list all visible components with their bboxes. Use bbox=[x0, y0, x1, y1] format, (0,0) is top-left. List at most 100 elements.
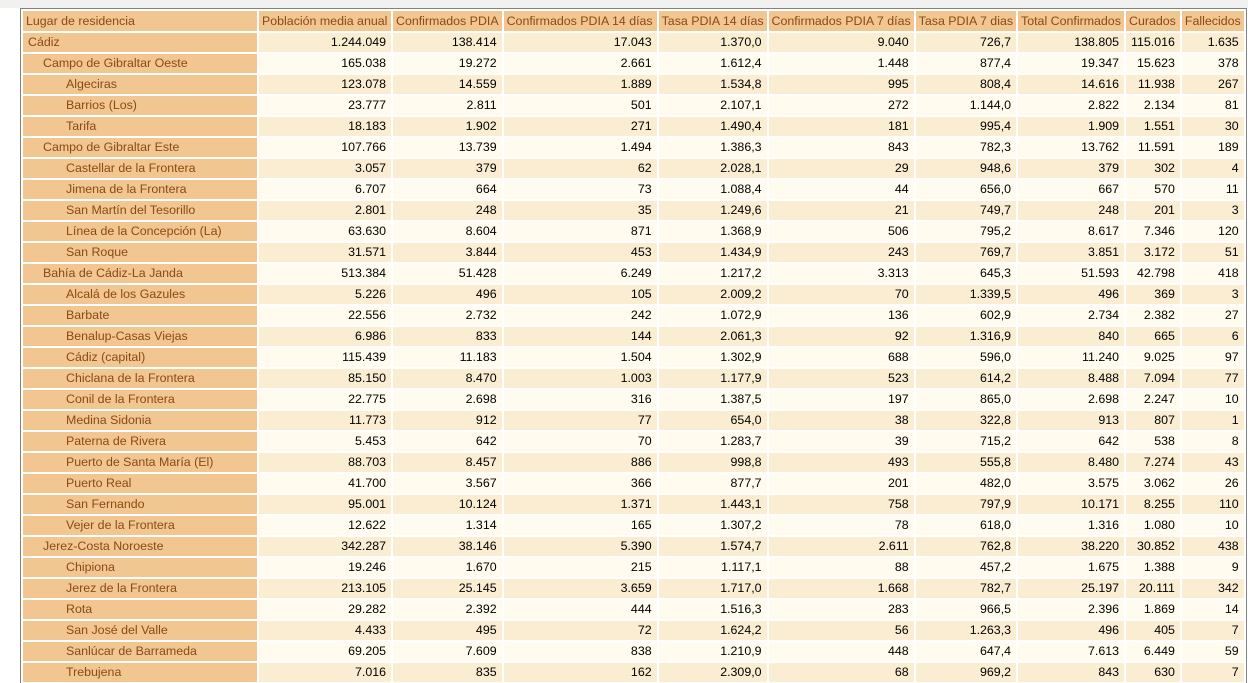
cell-confirmados14: 871 bbox=[503, 222, 657, 241]
table-row: Línea de la Concepción (La) 63.630 8.604 87… bbox=[23, 222, 1244, 241]
table-row: Barrios (Los) 23.777 2.811 501 2.107,1 272 1.1… bbox=[23, 96, 1244, 115]
cell-confirmados: 3.844 bbox=[393, 243, 502, 262]
cell-poblacion: 5.453 bbox=[259, 432, 391, 451]
cell-confirmados7: 181 bbox=[768, 117, 914, 136]
cell-total: 8.480 bbox=[1018, 453, 1125, 472]
cell-total: 8.488 bbox=[1018, 369, 1125, 388]
cell-confirmados7: 2.611 bbox=[768, 537, 914, 556]
column-header-total: Total Confirmados bbox=[1018, 11, 1125, 31]
cell-curados: 302 bbox=[1126, 159, 1180, 178]
cell-tasa14: 1.249,6 bbox=[658, 201, 767, 220]
table-row: Jerez de la Frontera 213.105 25.145 3.659 1.… bbox=[23, 579, 1244, 598]
cell-tasa14: 1.088,4 bbox=[658, 180, 767, 199]
cell-tasa14: 1.434,9 bbox=[658, 243, 767, 262]
cell-confirmados7: 21 bbox=[768, 201, 914, 220]
cell-poblacion: 213.105 bbox=[259, 579, 391, 598]
cell-confirmados14: 6.249 bbox=[503, 264, 657, 283]
cell-total: 19.347 bbox=[1018, 54, 1125, 73]
cell-tasa14: 654,0 bbox=[658, 411, 767, 430]
cell-confirmados14: 838 bbox=[503, 642, 657, 661]
cell-curados: 9.025 bbox=[1126, 348, 1180, 367]
cell-total: 840 bbox=[1018, 327, 1125, 346]
cell-tasa14: 1.370,0 bbox=[658, 33, 767, 52]
cell-confirmados14: 242 bbox=[503, 306, 657, 325]
row-label: San Martín del Tesorillo bbox=[23, 201, 257, 220]
cell-fallecidos: 110 bbox=[1181, 495, 1244, 514]
cell-tasa14: 1.534,8 bbox=[658, 75, 767, 94]
table-row: Bahía de Cádiz-La Janda 513.384 51.428 6.24… bbox=[23, 264, 1244, 283]
cell-tasa14: 1.386,3 bbox=[658, 138, 767, 157]
cell-total: 3.851 bbox=[1018, 243, 1125, 262]
cell-tasa14: 1.307,2 bbox=[658, 516, 767, 535]
cell-confirmados7: 29 bbox=[768, 159, 914, 178]
cell-fallecidos: 27 bbox=[1181, 306, 1244, 325]
cell-tasa14: 2.107,1 bbox=[658, 96, 767, 115]
cell-total: 7.613 bbox=[1018, 642, 1125, 661]
cell-tasa7: 482,0 bbox=[915, 474, 1017, 493]
cell-confirmados14: 215 bbox=[503, 558, 657, 577]
cell-total: 2.396 bbox=[1018, 600, 1125, 619]
cell-total: 138.805 bbox=[1018, 33, 1125, 52]
table-row: Vejer de la Frontera 12.622 1.314 165 1.307,… bbox=[23, 516, 1244, 535]
cell-confirmados: 13.739 bbox=[393, 138, 502, 157]
top-strip bbox=[0, 0, 1248, 8]
cell-poblacion: 31.571 bbox=[259, 243, 391, 262]
cell-confirmados: 8.470 bbox=[393, 369, 502, 388]
cell-confirmados7: 197 bbox=[768, 390, 914, 409]
cell-tasa7: 782,3 bbox=[915, 138, 1017, 157]
cell-fallecidos: 9 bbox=[1181, 558, 1244, 577]
table-row: Jimena de la Frontera 6.707 664 73 1.088,4 44… bbox=[23, 180, 1244, 199]
cell-confirmados7: 995 bbox=[768, 75, 914, 94]
cell-confirmados7: 283 bbox=[768, 600, 914, 619]
table-row: Campo de Gibraltar Oeste 165.038 19.272 2.6… bbox=[23, 54, 1244, 73]
cell-tasa7: 762,8 bbox=[915, 537, 1017, 556]
cell-fallecidos: 51 bbox=[1181, 243, 1244, 262]
cell-confirmados7: 272 bbox=[768, 96, 914, 115]
table-row: San Fernando 95.001 10.124 1.371 1.443,1 758 7… bbox=[23, 495, 1244, 514]
cell-curados: 15.623 bbox=[1126, 54, 1180, 73]
cell-total: 496 bbox=[1018, 621, 1125, 640]
cell-confirmados14: 144 bbox=[503, 327, 657, 346]
cell-poblacion: 63.630 bbox=[259, 222, 391, 241]
cell-confirmados7: 9.040 bbox=[768, 33, 914, 52]
cell-total: 667 bbox=[1018, 180, 1125, 199]
cell-curados: 1.869 bbox=[1126, 600, 1180, 619]
cell-tasa14: 1.443,1 bbox=[658, 495, 767, 514]
cell-total: 25.197 bbox=[1018, 579, 1125, 598]
row-label: Barbate bbox=[23, 306, 257, 325]
cell-tasa7: 555,8 bbox=[915, 453, 1017, 472]
row-label: Cádiz bbox=[23, 33, 257, 52]
cell-confirmados14: 35 bbox=[503, 201, 657, 220]
cell-confirmados: 248 bbox=[393, 201, 502, 220]
cell-tasa14: 2.028,1 bbox=[658, 159, 767, 178]
cell-tasa14: 1.302,9 bbox=[658, 348, 767, 367]
table-row: Algeciras 123.078 14.559 1.889 1.534,8 995 808… bbox=[23, 75, 1244, 94]
cell-poblacion: 22.556 bbox=[259, 306, 391, 325]
cell-curados: 42.798 bbox=[1126, 264, 1180, 283]
cell-confirmados14: 316 bbox=[503, 390, 657, 409]
cell-tasa14: 1.217,2 bbox=[658, 264, 767, 283]
table-row: Cádiz 1.244.049 138.414 17.043 1.370,0 9.040 7… bbox=[23, 33, 1244, 52]
cell-tasa14: 1.117,1 bbox=[658, 558, 767, 577]
cell-fallecidos: 10 bbox=[1181, 516, 1244, 535]
cell-fallecidos: 7 bbox=[1181, 621, 1244, 640]
cell-confirmados14: 105 bbox=[503, 285, 657, 304]
cell-poblacion: 6.986 bbox=[259, 327, 391, 346]
cell-confirmados7: 88 bbox=[768, 558, 914, 577]
cell-curados: 7.346 bbox=[1126, 222, 1180, 241]
table-row: Sanlúcar de Barrameda 69.205 7.609 838 1.210… bbox=[23, 642, 1244, 661]
cell-tasa14: 1.574,7 bbox=[658, 537, 767, 556]
cell-confirmados: 833 bbox=[393, 327, 502, 346]
cell-confirmados7: 758 bbox=[768, 495, 914, 514]
cell-tasa14: 1.717,0 bbox=[658, 579, 767, 598]
cell-confirmados: 495 bbox=[393, 621, 502, 640]
cell-tasa7: 618,0 bbox=[915, 516, 1017, 535]
cell-curados: 1.080 bbox=[1126, 516, 1180, 535]
cell-confirmados7: 506 bbox=[768, 222, 914, 241]
row-label: San Roque bbox=[23, 243, 257, 262]
row-label: Chiclana de la Frontera bbox=[23, 369, 257, 388]
table-row: Puerto de Santa María (El) 88.703 8.457 886… bbox=[23, 453, 1244, 472]
cell-fallecidos: 120 bbox=[1181, 222, 1244, 241]
cell-fallecidos: 4 bbox=[1181, 159, 1244, 178]
cell-curados: 570 bbox=[1126, 180, 1180, 199]
